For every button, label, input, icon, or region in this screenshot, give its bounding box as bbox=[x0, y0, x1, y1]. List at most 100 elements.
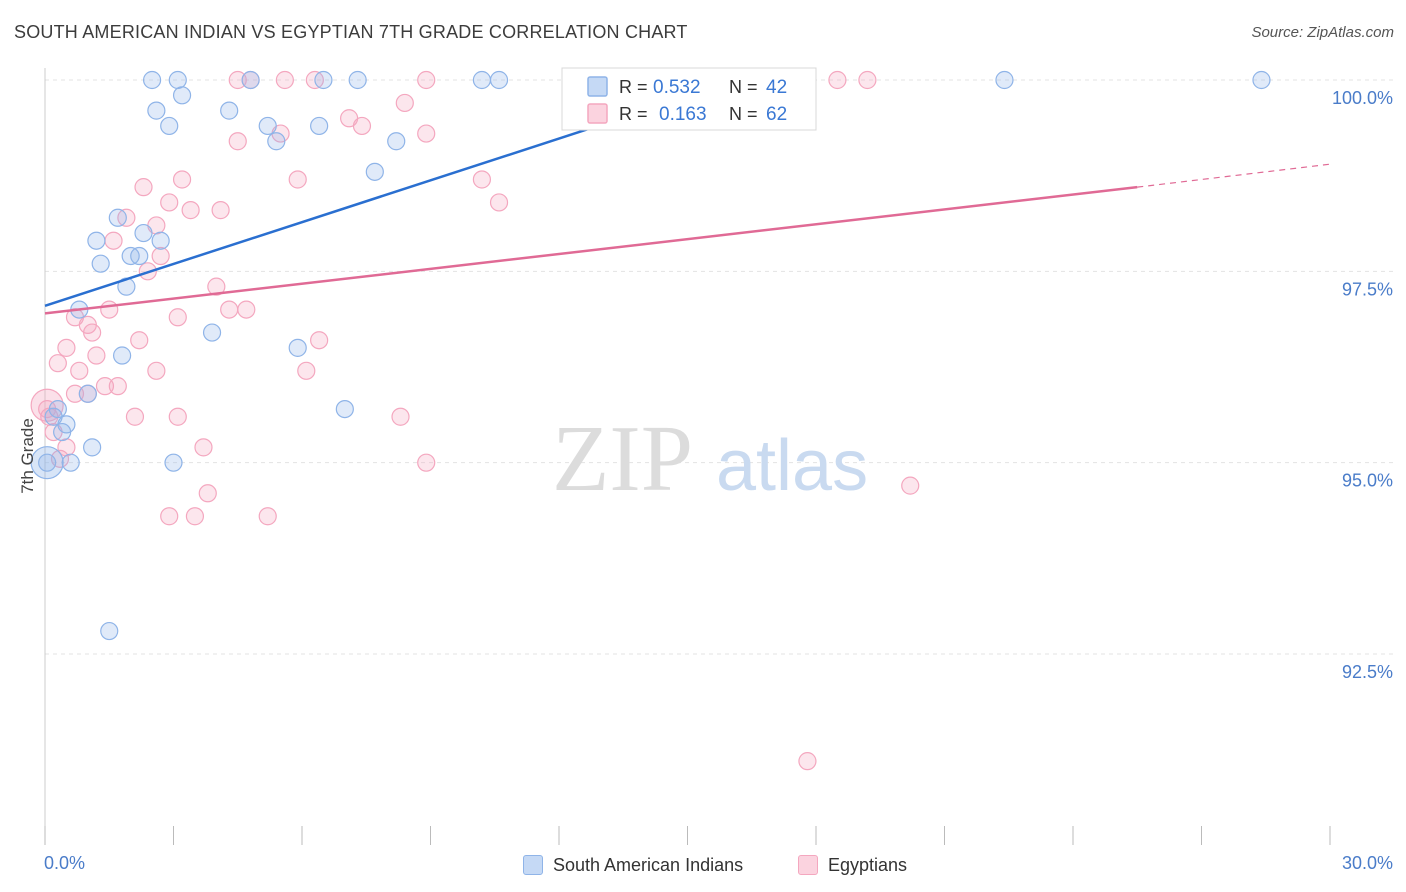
south-american-indians-point bbox=[142, 70, 162, 90]
egyptians-point bbox=[108, 377, 127, 396]
egyptians-point bbox=[258, 507, 277, 526]
egyptians-point bbox=[211, 201, 230, 220]
south-american-indians-point bbox=[365, 162, 384, 181]
egyptians-points bbox=[30, 70, 920, 771]
egyptians-point bbox=[160, 507, 179, 526]
y-tick-label: 100.0% bbox=[1332, 88, 1393, 108]
egyptians-point bbox=[310, 331, 329, 350]
south-american-indians-point bbox=[348, 70, 367, 90]
legend-n-value-blue: 42 bbox=[766, 77, 787, 98]
egyptians-point bbox=[352, 116, 372, 136]
egyptians-point bbox=[395, 93, 414, 113]
south-american-indians-point bbox=[258, 116, 277, 136]
egyptians-trend-extension bbox=[1137, 163, 1331, 188]
south-american-indians-point bbox=[83, 438, 102, 457]
south-american-indians-point bbox=[38, 453, 57, 472]
y-tick-label: 95.0% bbox=[1342, 471, 1393, 491]
egyptians-point bbox=[297, 361, 316, 380]
south-american-indians-point bbox=[1252, 70, 1271, 90]
egyptians-point bbox=[87, 346, 106, 365]
south-american-indians-point bbox=[78, 384, 97, 403]
south-american-indians-point bbox=[472, 70, 491, 90]
egyptians-point bbox=[198, 484, 217, 503]
south-american-indians-point bbox=[267, 132, 286, 151]
south-american-indians-point bbox=[288, 338, 307, 357]
south-american-indians-point bbox=[314, 70, 333, 90]
egyptians-point bbox=[194, 438, 213, 457]
egyptians-point bbox=[828, 70, 847, 90]
y-axis-label: 7th Grade bbox=[18, 418, 37, 494]
chart-title: SOUTH AMERICAN INDIAN VS EGYPTIAN 7TH GR… bbox=[14, 22, 688, 42]
legend-swatch-south-american-indians bbox=[523, 855, 543, 875]
south-american-indians-points bbox=[30, 70, 1271, 641]
egyptians-point bbox=[798, 752, 817, 771]
south-american-indians-point bbox=[61, 453, 80, 472]
egyptians-point bbox=[70, 361, 89, 380]
legend-r-value-pink: 0.163 bbox=[659, 104, 707, 125]
tick-labels: 92.5% 95.0% 97.5% 100.0% 0.0% 30.0% bbox=[44, 88, 1393, 873]
stats-legend: R = 0.532 N = 42 R = 0.163 N = 62 bbox=[561, 67, 817, 131]
egyptians-point bbox=[48, 354, 67, 373]
watermark-zip: ZIP bbox=[552, 407, 693, 511]
south-american-indians-point bbox=[335, 399, 354, 419]
x-tick-label-min: 0.0% bbox=[44, 853, 85, 873]
south-american-indians-point bbox=[87, 231, 106, 250]
south-american-indians-point bbox=[172, 86, 192, 105]
south-american-indians-point bbox=[151, 231, 170, 250]
south-american-indians-point bbox=[147, 101, 166, 120]
axes bbox=[44, 68, 1331, 845]
legend-n-label-blue: N = bbox=[729, 77, 758, 97]
south-american-indians-point bbox=[134, 223, 153, 243]
legend-r-label-pink: R = bbox=[619, 104, 648, 124]
legend-item-south-american-indians[interactable]: South American Indians bbox=[523, 852, 743, 878]
egyptians-point bbox=[151, 246, 170, 266]
legend-swatch-egyptians bbox=[798, 855, 818, 875]
south-american-indians-point bbox=[387, 132, 406, 151]
egyptians-point bbox=[228, 132, 247, 151]
egyptians-point bbox=[417, 124, 436, 143]
egyptians-point bbox=[65, 384, 85, 403]
legend-item-egyptians[interactable]: Egyptians bbox=[798, 852, 907, 878]
egyptians-point bbox=[100, 300, 119, 319]
south-american-indians-point bbox=[160, 116, 179, 136]
legend-r-label-blue: R = bbox=[619, 77, 648, 97]
egyptians-point bbox=[207, 277, 226, 296]
legend-label-south-american-indians: South American Indians bbox=[553, 854, 744, 875]
source-credit: Source: ZipAtlas.com bbox=[1251, 24, 1394, 41]
egyptians-point bbox=[228, 70, 247, 90]
egyptians-point bbox=[134, 178, 153, 197]
legend-n-label-pink: N = bbox=[729, 104, 758, 124]
egyptians-point bbox=[181, 201, 200, 220]
egyptians-point bbox=[104, 231, 123, 250]
south-american-indians-point bbox=[53, 422, 72, 442]
south-american-indians-point bbox=[164, 453, 183, 472]
egyptians-point bbox=[168, 407, 187, 426]
egyptians-point bbox=[901, 476, 920, 495]
legend-r-value-blue: 0.532 bbox=[653, 77, 701, 98]
egyptians-point bbox=[147, 361, 166, 380]
south-american-indians-point bbox=[48, 399, 67, 419]
south-american-indians-point bbox=[241, 70, 260, 90]
y-tick-label: 97.5% bbox=[1342, 279, 1393, 299]
legend-label-egyptians: Egyptians bbox=[828, 854, 908, 875]
south-american-indians-point bbox=[108, 208, 127, 227]
south-american-indians-point bbox=[202, 323, 222, 342]
egyptians-point bbox=[288, 170, 307, 189]
egyptians-point bbox=[95, 377, 115, 396]
south-american-indians-point bbox=[489, 70, 509, 90]
south-american-indians-point bbox=[130, 246, 149, 266]
south-american-indians-point bbox=[168, 70, 187, 90]
south-american-indians-point bbox=[30, 446, 64, 480]
x-tick-label-max: 30.0% bbox=[1342, 853, 1393, 873]
egyptians-point bbox=[160, 193, 179, 212]
legend-n-value-pink: 62 bbox=[766, 104, 787, 125]
egyptians-point bbox=[172, 170, 192, 189]
south-american-indians-point bbox=[112, 346, 132, 365]
egyptians-point bbox=[237, 300, 256, 319]
y-tick-label: 92.5% bbox=[1342, 662, 1393, 682]
egyptians-point bbox=[220, 300, 239, 319]
series-legend: South American Indians Egyptians bbox=[0, 852, 1406, 878]
egyptians-point bbox=[185, 507, 205, 526]
egyptians-point bbox=[858, 70, 877, 90]
